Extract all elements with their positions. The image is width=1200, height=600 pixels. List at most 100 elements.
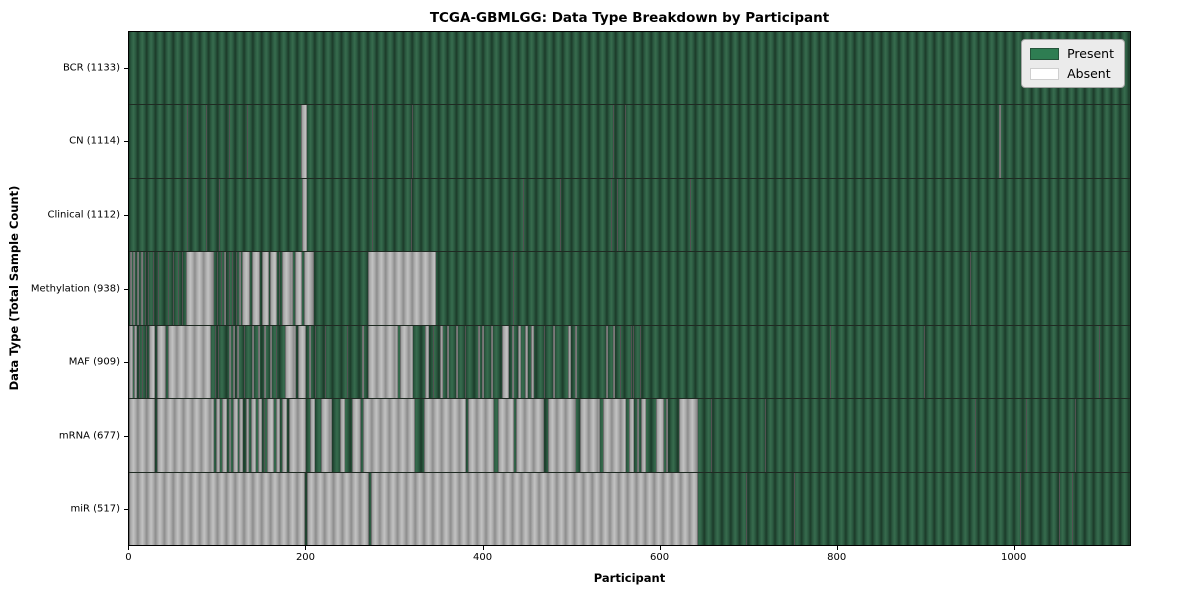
absent-segment bbox=[624, 178, 626, 252]
absent-segment bbox=[602, 399, 626, 472]
row-Clinical bbox=[129, 177, 1130, 252]
absent-segment bbox=[320, 399, 333, 472]
absent-segment bbox=[530, 325, 534, 399]
absent-segment bbox=[281, 252, 294, 325]
absent-segment bbox=[517, 325, 522, 399]
absent-segment bbox=[232, 252, 234, 325]
absent-segment bbox=[553, 325, 555, 399]
absent-segment bbox=[690, 178, 691, 252]
legend-entry-present: Present bbox=[1030, 46, 1114, 61]
absent-segment bbox=[220, 252, 222, 325]
absent-segment bbox=[236, 325, 239, 399]
absent-segment bbox=[145, 325, 147, 399]
y-tick bbox=[124, 362, 128, 364]
absent-segment bbox=[178, 252, 180, 325]
absent-segment bbox=[129, 252, 132, 325]
absent-segment bbox=[711, 399, 713, 472]
absent-segment bbox=[235, 252, 237, 325]
absent-segment bbox=[266, 399, 274, 472]
absent-segment bbox=[613, 105, 615, 178]
absent-segment bbox=[368, 252, 436, 325]
absent-segment bbox=[233, 325, 236, 399]
absent-segment bbox=[371, 472, 698, 545]
x-axis-label: Participant bbox=[593, 571, 666, 585]
absent-segment bbox=[173, 252, 175, 325]
absent-segment bbox=[924, 325, 926, 399]
absent-segment bbox=[257, 399, 263, 472]
y-tick bbox=[124, 141, 128, 143]
absent-segment bbox=[447, 325, 449, 399]
absent-segment bbox=[629, 399, 635, 472]
y-tick-label-mRNA: mRNA (677) bbox=[58, 430, 120, 442]
legend-present-swatch bbox=[1030, 47, 1060, 60]
absent-segment bbox=[264, 325, 266, 399]
absent-segment bbox=[144, 252, 146, 325]
absent-segment bbox=[224, 252, 227, 325]
absent-segment bbox=[242, 252, 251, 325]
absent-segment bbox=[219, 178, 220, 252]
absent-segment bbox=[501, 325, 509, 399]
absent-segment bbox=[309, 325, 311, 399]
absent-segment bbox=[142, 325, 144, 399]
absent-segment bbox=[455, 325, 458, 399]
absent-segment bbox=[975, 399, 977, 472]
absent-segment bbox=[439, 325, 443, 399]
absent-segment bbox=[302, 178, 307, 252]
y-tick bbox=[124, 509, 128, 511]
absent-segment bbox=[999, 105, 1001, 178]
absent-segment bbox=[275, 399, 281, 472]
y-tick-label-CN: CN (1114) bbox=[69, 135, 120, 147]
absent-segment bbox=[205, 105, 207, 178]
absent-segment bbox=[306, 472, 370, 545]
absent-segment bbox=[247, 105, 249, 178]
y-tick-label-BCR: BCR (1133) bbox=[62, 62, 120, 74]
absent-segment bbox=[245, 399, 250, 472]
x-tick-label-200: 200 bbox=[295, 552, 316, 563]
absent-segment bbox=[498, 399, 515, 472]
absent-segment bbox=[641, 399, 646, 472]
absent-segment bbox=[340, 399, 346, 472]
absent-segment bbox=[261, 252, 269, 325]
x-tick bbox=[659, 546, 661, 550]
absent-segment bbox=[368, 325, 399, 399]
x-tick bbox=[128, 546, 130, 550]
absent-segment bbox=[129, 472, 305, 545]
absent-segment bbox=[351, 399, 362, 472]
y-tick bbox=[124, 67, 128, 69]
absent-segment bbox=[347, 325, 349, 399]
absent-segment bbox=[630, 325, 632, 399]
y-tick-label-miR: miR (517) bbox=[70, 503, 120, 515]
absent-segment bbox=[1071, 472, 1073, 545]
absent-segment bbox=[524, 325, 529, 399]
absent-segment bbox=[547, 399, 577, 472]
absent-segment bbox=[200, 178, 202, 252]
plot-area bbox=[128, 31, 1131, 546]
absent-segment bbox=[239, 252, 242, 325]
row-BCR bbox=[129, 32, 1130, 105]
absent-segment bbox=[830, 325, 832, 399]
absent-segment bbox=[162, 252, 164, 325]
absent-segment bbox=[152, 252, 154, 325]
x-tick bbox=[1013, 546, 1015, 550]
absent-segment bbox=[544, 325, 546, 399]
absent-segment bbox=[575, 325, 577, 399]
absent-segment bbox=[301, 105, 307, 178]
absent-segment bbox=[411, 105, 413, 178]
absent-segment bbox=[129, 399, 155, 472]
absent-segment bbox=[410, 178, 412, 252]
absent-segment bbox=[270, 252, 278, 325]
absent-segment bbox=[288, 399, 306, 472]
absent-segment bbox=[616, 178, 618, 252]
absent-segment bbox=[620, 325, 622, 399]
x-tick-label-600: 600 bbox=[650, 552, 670, 563]
absent-segment bbox=[424, 399, 466, 472]
absent-segment bbox=[477, 325, 480, 399]
absent-segment bbox=[214, 325, 216, 399]
absent-segment bbox=[678, 399, 698, 472]
absent-segment bbox=[491, 325, 493, 399]
row-MAF bbox=[129, 324, 1130, 399]
absent-segment bbox=[511, 325, 515, 399]
absent-segment bbox=[371, 105, 373, 178]
absent-segment bbox=[251, 325, 255, 399]
